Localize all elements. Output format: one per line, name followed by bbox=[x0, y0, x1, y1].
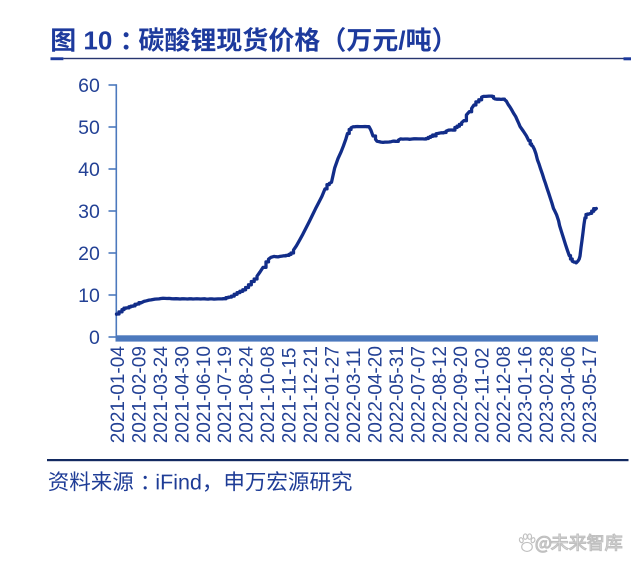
svg-text:2021-10-08: 2021-10-08 bbox=[258, 346, 279, 443]
svg-text:20: 20 bbox=[78, 243, 100, 265]
svg-text:2021-01-04: 2021-01-04 bbox=[108, 346, 129, 444]
svg-text:60: 60 bbox=[78, 75, 100, 97]
svg-text:2023-05-17: 2023-05-17 bbox=[580, 346, 601, 443]
svg-text:2021-11-15: 2021-11-15 bbox=[280, 348, 301, 444]
svg-text:2022-01-27: 2022-01-27 bbox=[323, 346, 344, 443]
svg-text:2023-01-16: 2023-01-16 bbox=[516, 346, 537, 443]
svg-text:2022-03-11: 2022-03-11 bbox=[344, 348, 365, 444]
svg-text:2022-07-07: 2022-07-07 bbox=[408, 346, 429, 443]
svg-text:2022-05-31: 2022-05-31 bbox=[387, 346, 408, 443]
svg-text:10: 10 bbox=[78, 285, 100, 307]
svg-text:2021-08-24: 2021-08-24 bbox=[237, 346, 258, 444]
svg-text:2022-04-20: 2022-04-20 bbox=[365, 346, 386, 443]
svg-text:40: 40 bbox=[78, 159, 100, 181]
svg-text:2021-12-21: 2021-12-21 bbox=[301, 346, 322, 443]
svg-text:2022-12-08: 2022-12-08 bbox=[494, 346, 515, 443]
svg-text:30: 30 bbox=[78, 201, 100, 223]
svg-text:2022-09-20: 2022-09-20 bbox=[451, 346, 472, 443]
svg-text:50: 50 bbox=[78, 117, 100, 139]
svg-text:2021-04-30: 2021-04-30 bbox=[172, 346, 193, 443]
svg-text:2023-02-28: 2023-02-28 bbox=[537, 346, 558, 443]
svg-text:2021-02-09: 2021-02-09 bbox=[129, 346, 150, 443]
svg-text:2021-06-10: 2021-06-10 bbox=[194, 346, 215, 443]
svg-text:2021-07-19: 2021-07-19 bbox=[215, 346, 236, 443]
svg-text:2023-04-06: 2023-04-06 bbox=[559, 346, 580, 443]
svg-text:2021-03-24: 2021-03-24 bbox=[151, 346, 172, 444]
svg-text:2022-11-02: 2022-11-02 bbox=[473, 348, 494, 444]
svg-text:2022-08-12: 2022-08-12 bbox=[430, 346, 451, 443]
svg-text:0: 0 bbox=[89, 327, 100, 349]
